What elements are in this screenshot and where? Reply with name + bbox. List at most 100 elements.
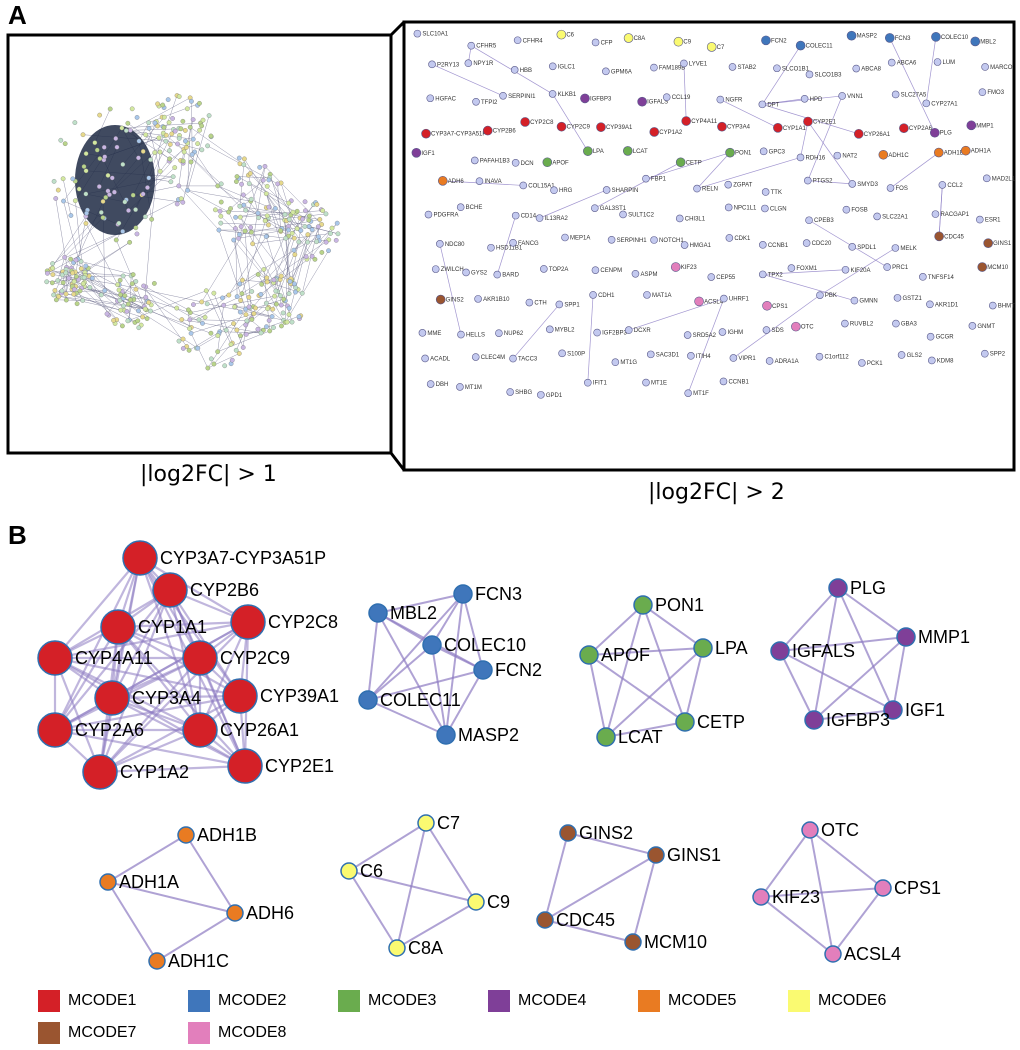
network-node [238, 204, 242, 208]
network-node [647, 351, 654, 358]
network-node [180, 317, 184, 321]
network-node [264, 301, 268, 305]
network-node [130, 107, 134, 111]
node-label: CPEB3 [814, 218, 834, 224]
cluster-node [468, 894, 484, 910]
network-node [842, 266, 849, 273]
cluster-edge [349, 871, 397, 948]
network-node [926, 301, 933, 308]
network-node [219, 214, 223, 218]
cluster-node-label: ADH6 [246, 903, 294, 923]
network-node [131, 193, 135, 197]
caption-log2fc-1: |log2FC| > 1 [140, 462, 277, 487]
legend-item-mcode7: MCODE7 [38, 1022, 136, 1044]
network-node [791, 322, 800, 331]
node-label: PAFAH1B3 [480, 158, 511, 164]
network-node [217, 228, 221, 232]
network-node [324, 240, 328, 244]
legend-swatch [38, 1022, 60, 1044]
node-label: CDK1 [734, 236, 751, 242]
node-label: SERPINH1 [617, 238, 648, 244]
network-node [187, 326, 191, 330]
node-label: NOTCH1 [659, 238, 684, 244]
network-node [981, 350, 988, 357]
node-label: HMGA1 [690, 243, 712, 249]
network-node [84, 264, 88, 268]
network-node [123, 200, 127, 204]
network-node [559, 350, 566, 357]
zoom-connector-bottom [391, 453, 404, 470]
node-label: MT1E [651, 381, 667, 387]
network-node [102, 145, 106, 149]
node-label: FCN2 [771, 38, 787, 44]
network-node [77, 187, 81, 191]
network-node [108, 107, 112, 111]
legend-swatch [638, 990, 660, 1012]
node-label: MT1G [620, 360, 637, 366]
node-label: ACADL [430, 356, 451, 362]
network-node [318, 217, 322, 221]
legend-item-mcode4: MCODE4 [488, 990, 586, 1012]
network-node [306, 232, 310, 236]
network-node [510, 355, 517, 362]
node-label: RDH16 [806, 155, 826, 161]
node-label: TPX2 [768, 272, 784, 278]
network-node [761, 205, 768, 212]
network-node [170, 116, 174, 120]
network-node [300, 217, 304, 221]
network-node [313, 257, 317, 261]
network-node [164, 139, 168, 143]
network-node [88, 285, 92, 289]
network-node [181, 159, 185, 163]
network-node [279, 303, 283, 307]
network-node [930, 128, 939, 137]
network-node [293, 290, 297, 294]
network-node [197, 128, 201, 132]
network-node [549, 63, 556, 70]
network-node [457, 331, 464, 338]
network-node [642, 379, 649, 386]
network-node [183, 128, 187, 132]
network-node [141, 192, 145, 196]
network-node [258, 165, 262, 169]
cluster-node-label: C8A [408, 938, 443, 958]
node-label: BHMT [998, 304, 1015, 310]
network-node [295, 226, 299, 230]
network-node [247, 295, 251, 299]
network-node [885, 33, 894, 42]
network-node [249, 197, 253, 201]
network-node [303, 200, 307, 204]
node-label: CCNB1 [728, 379, 749, 385]
network-node [126, 208, 130, 212]
network-node [471, 157, 478, 164]
node-label: ZWILCH [441, 267, 464, 273]
network-node [244, 312, 248, 316]
cluster-node-label: MBL2 [390, 603, 437, 623]
network-node [162, 115, 166, 119]
network-node [181, 337, 185, 341]
network-node [680, 60, 687, 67]
network-node [51, 293, 55, 297]
network-node [219, 221, 223, 225]
network-node [279, 324, 283, 328]
node-label: ZGPAT [733, 183, 752, 189]
network-node [879, 150, 888, 159]
network-node [473, 98, 480, 105]
network-node [191, 117, 195, 121]
legend-label: MCODE1 [68, 992, 136, 1010]
network-node [137, 139, 141, 143]
node-label: MT1M [465, 385, 482, 391]
panel-a-network: SLC10A1CFHR5CFHR4C6CFPC8AC9C7FCN2COLEC11… [0, 0, 1020, 520]
network-node [114, 238, 118, 242]
node-label: GINS2 [446, 298, 465, 304]
network-node [185, 188, 189, 192]
network-node [95, 148, 99, 152]
cluster-node [101, 610, 135, 644]
network-node [80, 298, 84, 302]
network-node [240, 278, 244, 282]
network-node [274, 302, 278, 306]
cluster-node-label: ACSL4 [844, 944, 901, 964]
cluster-node-label: CYP2B6 [190, 580, 259, 600]
